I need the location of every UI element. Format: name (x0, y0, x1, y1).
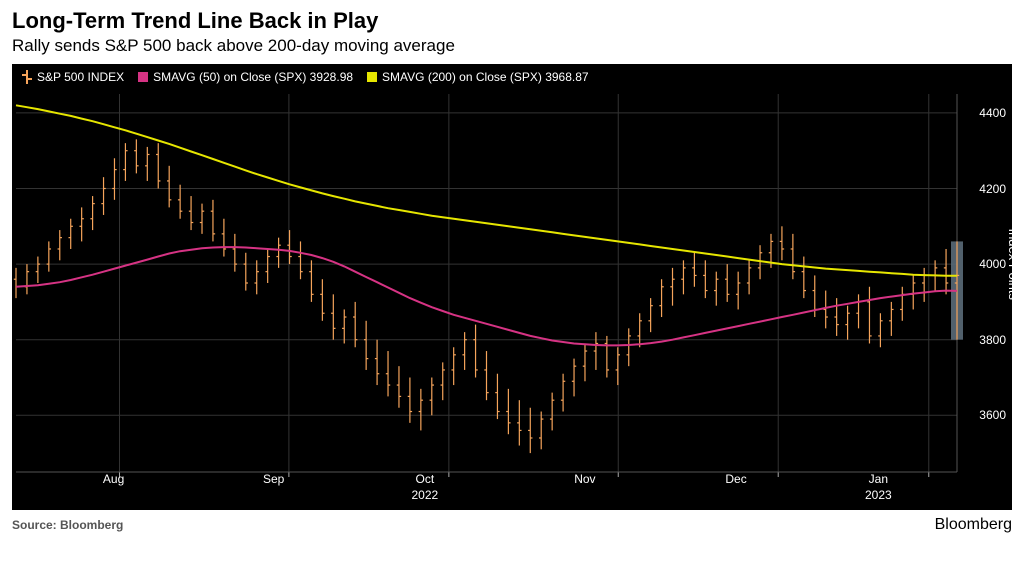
source-text: Source: Bloomberg (12, 518, 123, 532)
legend-item-sma200: SMAVG (200) on Close (SPX) 3968.87 (367, 70, 589, 84)
legend-item-spx: S&P 500 INDEX (22, 70, 124, 84)
legend-label: SMAVG (200) on Close (SPX) 3968.87 (382, 70, 589, 84)
chart-plot-area: 36003800400042004400 AugSepOctNovDecJan … (12, 90, 1012, 510)
legend-label: SMAVG (50) on Close (SPX) 3928.98 (153, 70, 353, 84)
brand-text: Bloomberg (935, 516, 1012, 534)
x-year-labels: 2022 2023 (12, 472, 957, 506)
y-tick: 3600 (979, 408, 1006, 422)
chart-footer: Source: Bloomberg Bloomberg (0, 510, 1024, 534)
chart-legend: S&P 500 INDEX SMAVG (50) on Close (SPX) … (12, 64, 1012, 90)
chart-svg (12, 90, 1012, 510)
y-tick: 4000 (979, 257, 1006, 271)
legend-item-sma50: SMAVG (50) on Close (SPX) 3928.98 (138, 70, 353, 84)
swatch-icon (138, 72, 148, 82)
swatch-icon (367, 72, 377, 82)
x-tick-year: 2023 (865, 488, 892, 502)
y-tick-labels: 3600 3800 4000 4200 4400 (958, 90, 1006, 472)
y-tick: 4400 (979, 106, 1006, 120)
chart-title: Long-Term Trend Line Back in Play (12, 8, 1012, 34)
chart-header: Long-Term Trend Line Back in Play Rally … (0, 0, 1024, 60)
y-axis-label: Index Points (1007, 228, 1022, 300)
x-tick-year: 2022 (411, 488, 438, 502)
y-tick: 4200 (979, 182, 1006, 196)
chart-subtitle: Rally sends S&P 500 back above 200-day m… (12, 36, 1012, 56)
ohlc-icon (22, 70, 32, 84)
y-tick: 3800 (979, 333, 1006, 347)
legend-label: S&P 500 INDEX (37, 70, 124, 84)
